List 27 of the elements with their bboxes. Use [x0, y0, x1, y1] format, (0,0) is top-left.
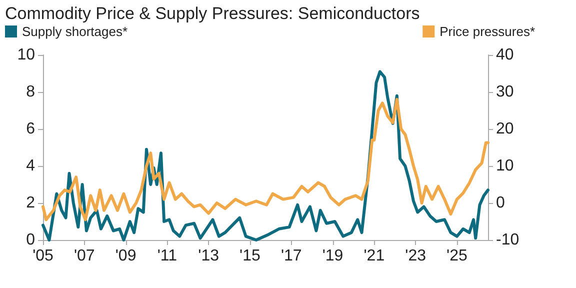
y2-tick-label: 40 — [496, 46, 514, 64]
x-tick-label: '13 — [198, 248, 220, 264]
y-tick-label: 8 — [26, 84, 36, 100]
x-tick-label: '19 — [322, 248, 344, 264]
legend-label: Supply shortages* — [22, 24, 128, 39]
x-tick-label: '05 — [32, 248, 54, 264]
y-tick-label: 4 — [26, 158, 36, 174]
y-tick-label: 2 — [26, 194, 36, 212]
x-tick-label: '09 — [115, 248, 136, 264]
line-series — [42, 98, 490, 222]
y2-tick-label: 30 — [496, 84, 514, 100]
y-tick-label: 10 — [17, 46, 36, 64]
y-tick-label: 0 — [26, 232, 36, 248]
x-tick-label: '21 — [364, 248, 385, 264]
x-tick-label: '17 — [280, 248, 302, 264]
legend-label: Price pressures* — [440, 24, 536, 39]
y2-tick-label: 10 — [496, 158, 514, 174]
y2-tick-label: -10 — [496, 232, 520, 248]
x-tick-label: '15 — [240, 248, 260, 264]
x-tick-label: '07 — [74, 248, 95, 264]
x-tick-label: '25 — [446, 248, 468, 264]
x-tick-label: '11 — [157, 248, 178, 264]
y2-tick-label: 20 — [496, 120, 514, 138]
chart-title: Commodity Price & Supply Pressures: Semiconductors — [5, 4, 420, 23]
x-tick-label: '23 — [405, 248, 426, 264]
y2-tick-label: 0 — [496, 194, 505, 212]
y-tick-label: 6 — [26, 120, 36, 138]
